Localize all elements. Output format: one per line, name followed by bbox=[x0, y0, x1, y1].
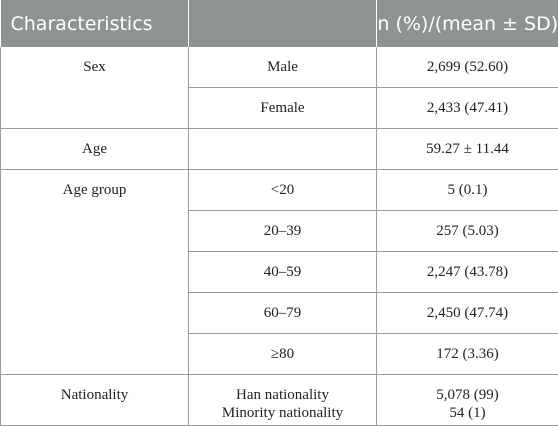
subgroup-nationality-lines: Han nationality Minority nationality bbox=[189, 375, 376, 422]
value-age-3: 2,450 (47.74) bbox=[377, 293, 558, 334]
row-label-sex: Sex bbox=[1, 47, 189, 129]
subgroup-age-2: 40–59 bbox=[189, 252, 377, 293]
header-value: n (%)/(mean ± SD) bbox=[377, 0, 558, 47]
subgroup-male: Male bbox=[189, 47, 377, 88]
value-age-0: 5 (0.1) bbox=[377, 170, 558, 211]
subgroup-nationality: Han nationality Minority nationality bbox=[189, 375, 377, 426]
header-subgroup bbox=[189, 0, 377, 47]
subgroup-minority-text: Minority nationality bbox=[189, 404, 376, 422]
value-age-4-text: 172 (3.36) bbox=[377, 334, 558, 363]
subgroup-age-1: 20–39 bbox=[189, 211, 377, 252]
value-nationality-lines: 5,078 (99) 54 (1) bbox=[377, 375, 558, 422]
subgroup-female-text: Female bbox=[189, 88, 376, 117]
table-row-age-group-0: Age group <20 5 (0.1) bbox=[1, 170, 558, 211]
row-label-sex-text: Sex bbox=[1, 47, 188, 76]
subgroup-female: Female bbox=[189, 88, 377, 129]
value-age-2-text: 2,247 (43.78) bbox=[377, 252, 558, 281]
value-age-text: 59.27 ± 11.44 bbox=[377, 129, 558, 158]
value-age-2: 2,247 (43.78) bbox=[377, 252, 558, 293]
value-age-1: 257 (5.03) bbox=[377, 211, 558, 252]
table-row-sex-male: Sex Male 2,699 (52.60) bbox=[1, 47, 558, 88]
table-row-nationality: Nationality Han nationality Minority nat… bbox=[1, 375, 558, 426]
subgroup-age-1-text: 20–39 bbox=[189, 211, 376, 240]
subgroup-han-text: Han nationality bbox=[189, 386, 376, 404]
subgroup-male-text: Male bbox=[189, 47, 376, 76]
subgroup-age-2-text: 40–59 bbox=[189, 252, 376, 281]
value-male-text: 2,699 (52.60) bbox=[377, 47, 558, 76]
row-label-age-group-text: Age group bbox=[1, 170, 188, 199]
subgroup-age-0-text: <20 bbox=[189, 170, 376, 199]
value-age-3-text: 2,450 (47.74) bbox=[377, 293, 558, 322]
value-nationality: 5,078 (99) 54 (1) bbox=[377, 375, 558, 426]
value-han-text: 5,078 (99) bbox=[377, 386, 558, 404]
row-label-age-text: Age bbox=[1, 129, 188, 158]
value-age-1-text: 257 (5.03) bbox=[377, 211, 558, 240]
value-age-4: 172 (3.36) bbox=[377, 334, 558, 375]
value-age-0-text: 5 (0.1) bbox=[377, 170, 558, 199]
row-label-nationality-text: Nationality bbox=[1, 375, 188, 404]
row-label-age-group: Age group bbox=[1, 170, 189, 375]
value-male: 2,699 (52.60) bbox=[377, 47, 558, 88]
value-female-text: 2,433 (47.41) bbox=[377, 88, 558, 117]
subgroup-age-4-text: ≥80 bbox=[189, 334, 376, 363]
value-age: 59.27 ± 11.44 bbox=[377, 129, 558, 170]
subgroup-age-3-text: 60–79 bbox=[189, 293, 376, 322]
header-characteristics: Characteristics bbox=[1, 0, 189, 47]
table-row-age: Age 59.27 ± 11.44 bbox=[1, 129, 558, 170]
value-female: 2,433 (47.41) bbox=[377, 88, 558, 129]
subgroup-age-0: <20 bbox=[189, 170, 377, 211]
subgroup-age-3: 60–79 bbox=[189, 293, 377, 334]
header-row: Characteristics n (%)/(mean ± SD) bbox=[1, 0, 558, 47]
row-label-nationality: Nationality bbox=[1, 375, 189, 426]
row-label-age: Age bbox=[1, 129, 189, 170]
value-minority-text: 54 (1) bbox=[377, 404, 558, 422]
subgroup-age-4: ≥80 bbox=[189, 334, 377, 375]
subgroup-age-empty bbox=[189, 129, 377, 170]
